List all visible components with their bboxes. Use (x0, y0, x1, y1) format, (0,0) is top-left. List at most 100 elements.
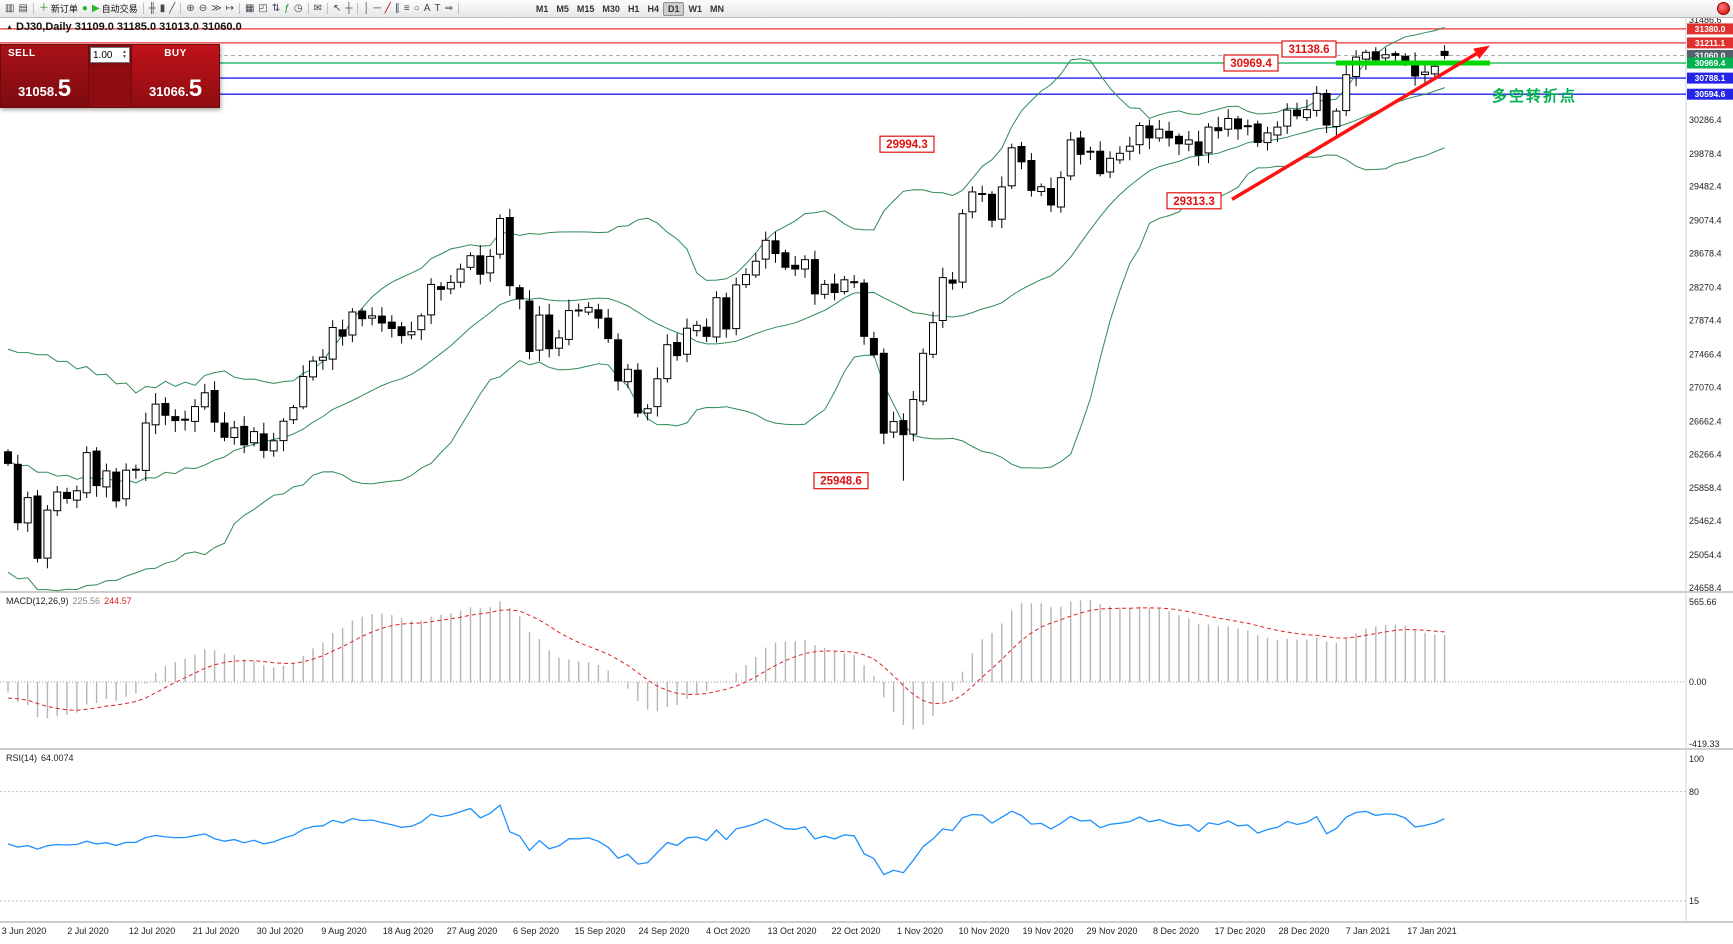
one-click-trading-panel: SELL 31058.5 1.00 ▲ ▼ BUY 31066.5 (0, 44, 220, 108)
new-order-button[interactable]: ＋新订单 (37, 1, 80, 16)
svg-text:29074.4: 29074.4 (1689, 216, 1722, 226)
timeframe-mn[interactable]: MN (709, 3, 724, 14)
timeframe-m15[interactable]: M15 (576, 3, 595, 14)
svg-text:25462.4: 25462.4 (1689, 516, 1722, 526)
volume-cell: 1.00 ▲ ▼ (89, 45, 131, 65)
label-icon: T (434, 2, 441, 14)
chart-shift-icon[interactable]: ↦ (224, 1, 236, 16)
timeframe-m1[interactable]: M1 (535, 3, 549, 14)
timeframe-m5[interactable]: M5 (556, 3, 569, 14)
tile-windows-icon[interactable]: ▦ (243, 1, 256, 16)
svg-text:1 Nov 2020: 1 Nov 2020 (897, 926, 943, 936)
zoom-in-icon: ⊕ (186, 2, 195, 14)
vertical-line-icon[interactable]: │ (361, 1, 371, 16)
add-indicator-icon[interactable]: ƒ (282, 1, 292, 16)
zoom-out-icon[interactable]: ⊖ (197, 1, 209, 16)
trend-arrow-line[interactable] (1231, 52, 1478, 201)
autotrading-button[interactable]: ▶ 自动交易 (90, 1, 140, 16)
trendline-icon: ╱ (384, 2, 391, 14)
svg-text:27874.4: 27874.4 (1689, 316, 1722, 326)
period-clock-icon[interactable]: ◷ (292, 1, 305, 16)
fibonacci-icon: ≡ (403, 2, 410, 14)
svg-text:30969.4: 30969.4 (1230, 58, 1272, 70)
svg-text:29878.4: 29878.4 (1689, 149, 1722, 159)
trend-arrow-head[interactable] (1473, 45, 1490, 59)
new-order-button: ＋ (38, 2, 49, 14)
zoom-in-icon[interactable]: ⊕ (184, 1, 196, 16)
arrow-tool-icon[interactable]: ⇒ (442, 1, 454, 16)
label-icon[interactable]: T (432, 1, 442, 16)
svg-text:4 Oct 2020: 4 Oct 2020 (706, 926, 750, 936)
svg-text:27070.4: 27070.4 (1689, 382, 1722, 392)
notification-icon[interactable] (1717, 2, 1730, 15)
volume-input[interactable]: 1.00 ▲ ▼ (90, 47, 130, 63)
svg-text:17 Dec 2020: 17 Dec 2020 (1214, 926, 1265, 936)
channel-icon[interactable]: ∥ (393, 1, 402, 16)
autotrading-button-label: 自动交易 (101, 4, 138, 14)
svg-text:17 Jan 2021: 17 Jan 2021 (1407, 926, 1457, 936)
svg-text:19 Nov 2020: 19 Nov 2020 (1022, 926, 1073, 936)
svg-text:30286.4: 30286.4 (1689, 115, 1722, 125)
note-label[interactable]: 多空转折点 (1492, 87, 1577, 105)
macd-histogram (7, 600, 1446, 730)
trendline-icon[interactable]: ╱ (383, 1, 393, 16)
svg-text:9 Aug 2020: 9 Aug 2020 (321, 926, 367, 936)
buy-label: BUY (164, 48, 187, 59)
timeframe-w1[interactable]: W1 (688, 3, 702, 14)
fibonacci-icon[interactable]: ≡ (402, 1, 412, 16)
crosshair-icon[interactable]: ┼ (343, 1, 354, 16)
volume-spinner[interactable]: ▲ ▼ (122, 49, 127, 60)
sell-button[interactable]: SELL 31058.5 (1, 45, 89, 107)
timeframe-h1[interactable]: H1 (627, 3, 640, 14)
volume-value: 1.00 (93, 49, 113, 61)
svg-text:18 Aug 2020: 18 Aug 2020 (383, 926, 434, 936)
svg-text:30 Jul 2020: 30 Jul 2020 (257, 926, 304, 936)
price-annotations[interactable]: 31138.6 30969.4 29994.3 29313.3 25948.6 (813, 40, 1337, 490)
vertical-line-icon: │ (363, 2, 370, 14)
toolbar-separator (238, 3, 240, 14)
shapes-icon[interactable]: ○ (412, 1, 422, 16)
svg-text:28678.4: 28678.4 (1689, 249, 1722, 259)
autotrading-led-icon[interactable]: ● (80, 1, 90, 16)
new-order-button-label: 新订单 (50, 4, 78, 14)
bar-chart-icon: ╫ (148, 2, 156, 14)
shapes-icon: ○ (413, 2, 420, 14)
buy-button[interactable]: BUY 31066.5 (131, 45, 219, 107)
cascade-windows-icon[interactable]: ◰ (256, 1, 269, 16)
mail-icon[interactable]: ✉ (312, 1, 324, 16)
svg-text:29482.4: 29482.4 (1689, 182, 1722, 192)
time-scale: 3 Jun 2020 2 Jul 2020 12 Jul 2020 21 Jul 20… (2, 926, 1457, 936)
timeframe-m30[interactable]: M30 (602, 3, 620, 14)
line-chart-icon[interactable]: ╱ (167, 1, 177, 16)
ask-price: 31066.5 (148, 75, 203, 102)
profiles-icon[interactable]: ▤ (16, 1, 29, 16)
auto-scroll-icon[interactable]: ≫ (209, 1, 223, 16)
autotrading-led-icon: ● (81, 2, 88, 14)
stepper-icon[interactable]: ⇅ (270, 1, 282, 16)
svg-text:30594.6: 30594.6 (1695, 89, 1726, 99)
horizontal-line-icon[interactable]: ─ (372, 1, 383, 16)
macd-label: MACD(12,26,9) 225.56 244.57 (6, 596, 132, 606)
timeframe-h4[interactable]: H4 (647, 3, 659, 14)
period-clock-icon: ◷ (293, 2, 303, 14)
candles[interactable] (4, 45, 1449, 569)
toolbar-separator (457, 3, 459, 14)
new-chart-icon[interactable]: ▥ (3, 1, 16, 16)
timeframe-d1[interactable]: D1 (662, 1, 685, 16)
text-icon[interactable]: A (422, 1, 433, 16)
candlestick-chart-icon[interactable]: ▮ (158, 1, 168, 16)
svg-text:31380.0: 31380.0 (1695, 24, 1726, 34)
price-scale: 31486.6 30286.4 29878.4 29482.4 29074.4 28678… (1687, 15, 1733, 906)
line-chart-icon: ╱ (169, 2, 176, 14)
cursor-icon[interactable]: ↖ (331, 1, 343, 16)
cursor-icon: ↖ (332, 2, 342, 14)
svg-text:24 Sep 2020: 24 Sep 2020 (638, 926, 689, 936)
svg-text:25054.4: 25054.4 (1689, 550, 1722, 560)
rsi-line (7, 804, 1445, 876)
svg-text:13 Oct 2020: 13 Oct 2020 (767, 926, 816, 936)
title-marker-icon: ▲ (6, 24, 13, 31)
bar-chart-icon[interactable]: ╫ (147, 1, 158, 16)
toolbar-separator (357, 3, 359, 14)
